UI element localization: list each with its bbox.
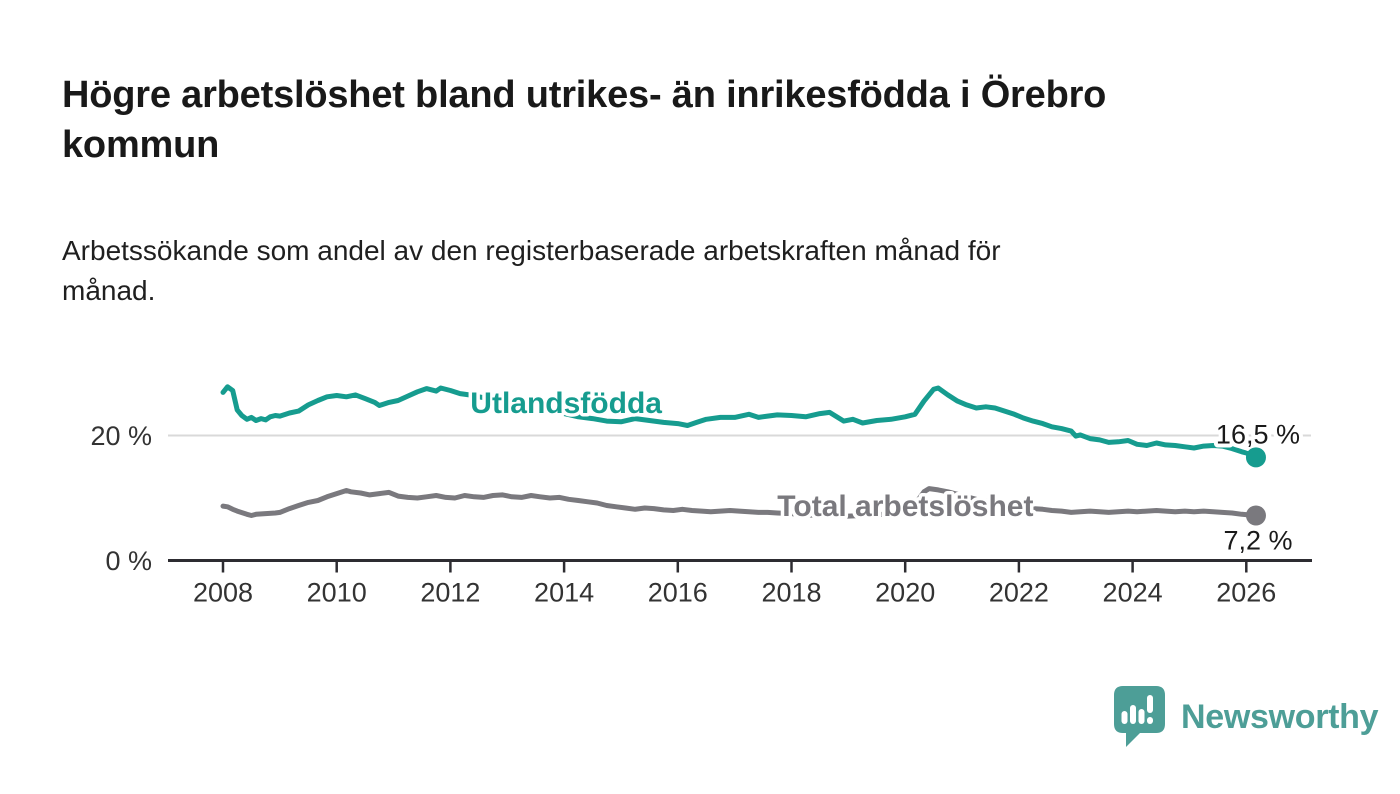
- x-axis-tick-label: 2020: [875, 578, 935, 608]
- page-title-line1: Högre arbetslöshet bland utrikes- än inr…: [62, 74, 1107, 116]
- x-axis-tick-label: 2010: [307, 578, 367, 608]
- x-axis-tick-label: 2008: [193, 578, 253, 608]
- newsworthy-logo[interactable]: Newsworthy: [1113, 686, 1379, 748]
- x-axis-tick-label: 2016: [648, 578, 708, 608]
- newsworthy-logo-icon: [1114, 686, 1165, 747]
- series-label-1: Total arbetslöshet: [777, 490, 1033, 523]
- page-subtitle: Arbetssökande som andel av den registerb…: [62, 231, 1302, 311]
- page-subtitle-line2: månad.: [62, 275, 156, 306]
- y-axis-tick-label: 20 %: [90, 421, 152, 451]
- series-end-dot-1: [1245, 505, 1266, 526]
- series-line-0: [220, 384, 1259, 460]
- series-label-0: Utlandsfödda: [470, 387, 662, 420]
- series-line-1: [220, 486, 1259, 519]
- end-value-label-0: 16,5 %: [1216, 419, 1300, 449]
- x-axis-tick-label: 2012: [420, 578, 480, 608]
- x-axis-tick-label: 2026: [1216, 578, 1276, 608]
- page-title: Högre arbetslöshet bland utrikes- än inr…: [62, 70, 1347, 170]
- y-axis-tick-label: 0 %: [105, 546, 152, 576]
- page-subtitle-line1: Arbetssökande som andel av den registerb…: [62, 235, 1001, 266]
- x-axis-tick-label: 2014: [534, 578, 594, 608]
- x-axis-tick-label: 2018: [761, 578, 821, 608]
- x-axis-tick-label: 2024: [1103, 578, 1163, 608]
- x-axis-tick-label: 2022: [989, 578, 1049, 608]
- series-end-dot-0: [1245, 447, 1266, 468]
- page-title-line2: kommun: [62, 124, 220, 166]
- end-value-label-1: 7,2 %: [1223, 526, 1292, 556]
- newsworthy-logo-text: Newsworthy: [1181, 698, 1379, 736]
